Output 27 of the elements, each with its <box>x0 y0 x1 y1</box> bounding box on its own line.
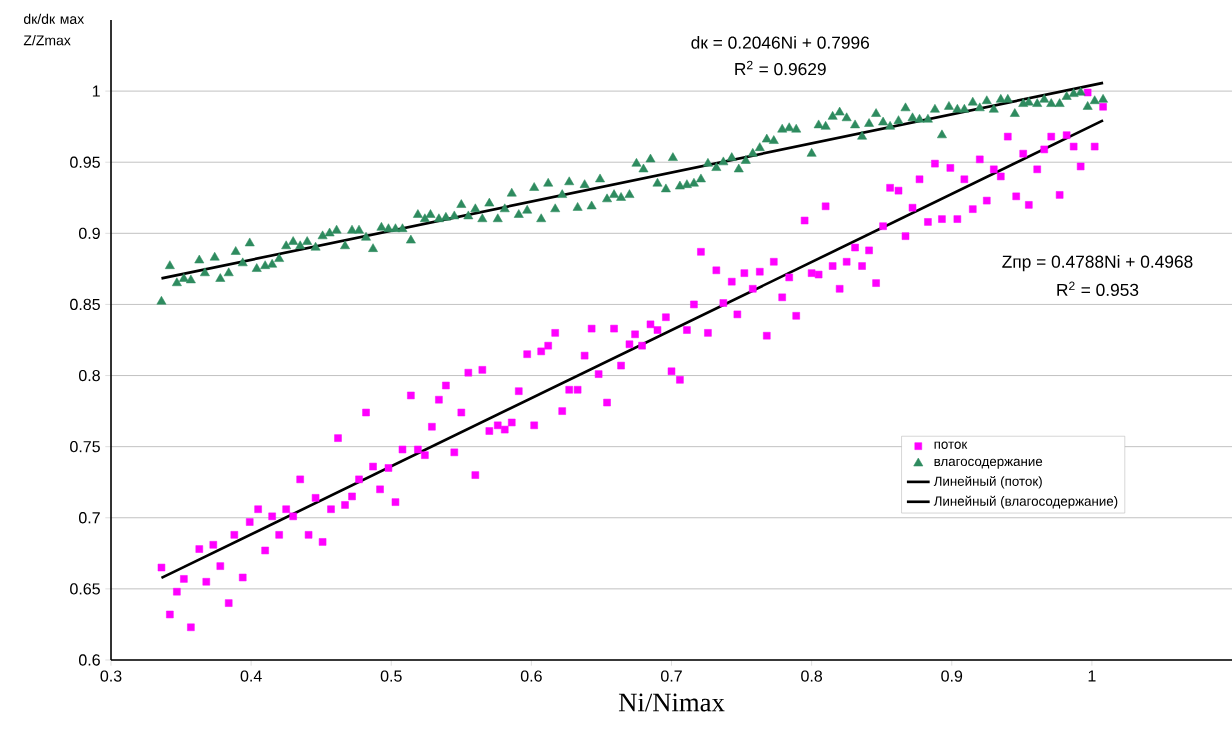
annotation: dк = 0.2046Ni + 0.7996 <box>691 36 870 49</box>
y-tick-label: 1 <box>92 85 100 97</box>
y-tick-label: 0.85 <box>70 298 100 311</box>
legend-label: Линейный (поток) <box>933 475 1042 489</box>
x-tick-label: 0.3 <box>100 670 122 682</box>
legend-label: поток <box>934 441 968 449</box>
y-tick-label: 0.95 <box>70 156 100 168</box>
y-axis-title: dк/dк мах Z/Zmax <box>23 13 85 46</box>
y-tick-label: 0.8 <box>78 369 100 382</box>
x-tick-label: 0.6 <box>520 670 542 682</box>
annotation: Zпр = 0.4788Ni + 0.4968 <box>1002 255 1193 272</box>
legend-label: влагосодержание <box>934 458 1043 469</box>
y-tick-label: 0.6 <box>78 654 100 666</box>
y-tick-label: 0.65 <box>70 583 100 595</box>
y-tick-label: 0.7 <box>78 512 100 524</box>
y-tick-label: 0.75 <box>70 440 100 453</box>
x-tick-label: 1 <box>1088 670 1096 682</box>
x-tick-label: 0.8 <box>801 670 823 682</box>
x-tick-label: 0.9 <box>941 670 963 682</box>
x-tick-label: 0.7 <box>661 670 682 682</box>
x-tick-label: 0.4 <box>240 670 262 682</box>
annotation: R$^{2}$ = 0.953 <box>1057 281 1139 297</box>
y-tick-label: 0.9 <box>78 227 100 239</box>
x-tick-label: 0.5 <box>380 670 402 682</box>
x-axis-title: Ni/Nimax <box>618 693 725 712</box>
annotation: R$^{2}$ = 0.9629 <box>735 60 826 76</box>
legend-label: Линейный (влагосодержание) <box>933 495 1118 509</box>
